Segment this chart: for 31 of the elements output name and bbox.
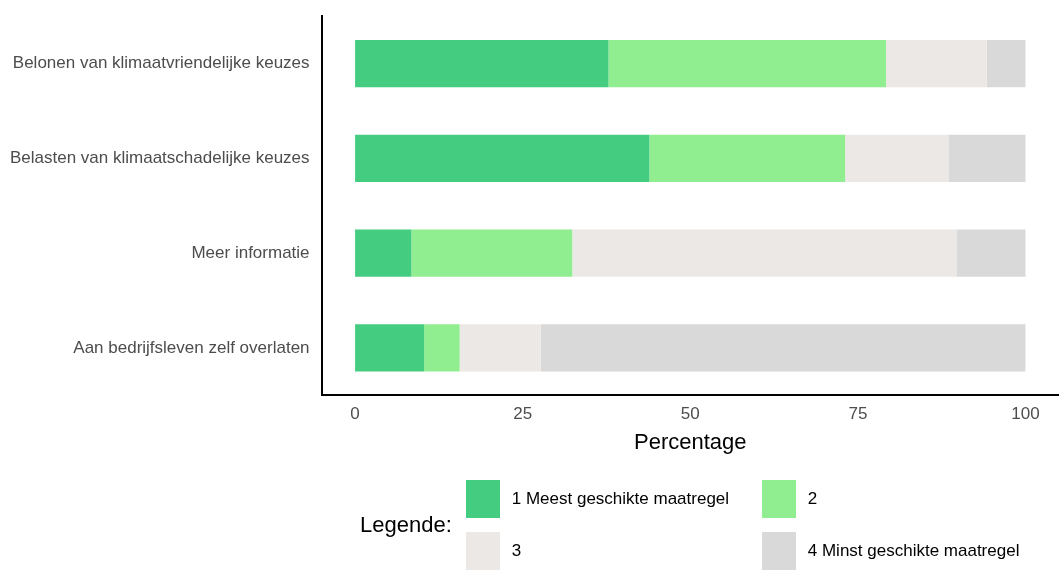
y-tick-label: Belonen van klimaatvriendelijke keuzes <box>12 53 310 73</box>
x-tick-label: 100 <box>1011 404 1040 424</box>
bar <box>411 229 573 277</box>
x-tick-label: 50 <box>680 404 700 424</box>
bar <box>355 134 650 183</box>
y-tick-label: Belasten van klimaatschadelijke keuzes <box>9 148 310 168</box>
x-axis-title: Percentage <box>634 428 747 454</box>
bar <box>956 229 1026 277</box>
bar <box>608 39 887 88</box>
x-tick-label: 75 <box>848 404 868 424</box>
bar <box>986 39 1026 88</box>
legend-label: 3 <box>511 541 522 561</box>
bar <box>459 324 541 372</box>
legend-label: 4 Minst geschikte maatregel <box>807 541 1020 561</box>
bar <box>540 324 1026 372</box>
bar <box>572 229 957 277</box>
bar <box>948 134 1026 183</box>
bar <box>886 39 987 88</box>
bar <box>649 134 846 183</box>
legend-label: 2 <box>807 489 818 509</box>
bar <box>355 229 412 277</box>
bar <box>355 39 609 88</box>
y-tick-label: Aan bedrijfsleven zelf overlaten <box>73 337 310 357</box>
y-tick-label: Meer informatie <box>191 242 310 262</box>
bar <box>845 134 949 183</box>
bar <box>355 324 425 372</box>
x-tick-label: 0 <box>350 404 360 424</box>
legend-label: 1 Meest geschikte maatregel <box>511 489 730 509</box>
bar <box>424 324 460 372</box>
x-tick-label: 25 <box>513 404 533 424</box>
legend-title: Legende: <box>360 512 452 538</box>
